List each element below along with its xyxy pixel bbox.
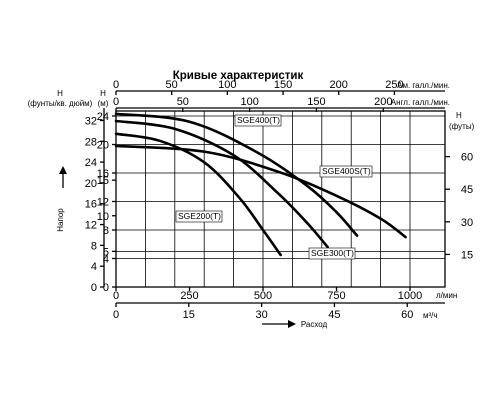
impgal-tick-label: 100 [240, 96, 258, 108]
m3h-tick-label: 0 [113, 309, 119, 321]
ft-tick-label: 60 [461, 152, 473, 164]
series-tag-box [319, 165, 373, 178]
m-tick-label: 24 [97, 111, 109, 123]
axes: 0481216202428320458101215162024153045600… [85, 79, 473, 321]
series-curve [114, 112, 359, 237]
m-tick-label: 12 [97, 197, 109, 209]
amgal-tick-label: 200 [330, 79, 348, 91]
amgal-tick-label: 100 [218, 79, 236, 91]
series-curve [114, 132, 282, 257]
series-curve [114, 144, 407, 239]
lpm-unit: л/мин [436, 291, 457, 300]
psi-tick-label: 32 [85, 115, 97, 127]
m3h-unit: м³/ч [423, 311, 438, 320]
m-unit-line1: Н [100, 89, 106, 98]
m-tick-label: 5 [103, 246, 109, 258]
m3h-tick-label: 15 [183, 309, 195, 321]
m3h-tick-label: 30 [255, 309, 267, 321]
impgal-tick-label: 200 [374, 96, 392, 108]
m-tick-label: 4 [103, 254, 109, 266]
head-arrow-head [59, 166, 67, 174]
impgal-tick-label: 0 [113, 96, 119, 108]
m-tick-label: 20 [97, 140, 109, 152]
m-tick-label: 16 [97, 168, 109, 180]
ft-tick-label: 30 [461, 217, 473, 229]
flow-arrow-head [288, 320, 296, 328]
series-tag: SGE200(T) [178, 211, 221, 221]
amgal-tick-label: 50 [166, 79, 178, 91]
lpm-tick-label: 0 [113, 290, 119, 302]
psi-tick-label: 28 [85, 136, 97, 148]
grid [115, 111, 445, 287]
psi-unit-line1: Н [57, 89, 63, 98]
series-tag-box [234, 114, 282, 127]
psi-tick-label: 16 [85, 199, 97, 211]
ft-tick-label: 45 [461, 184, 473, 196]
m-tick-label: 8 [103, 225, 109, 237]
m3h-tick-label: 60 [401, 309, 413, 321]
m-tick-label: 0 [103, 282, 109, 294]
psi-tick-label: 12 [85, 220, 97, 232]
series-tag: SGE400(T) [237, 115, 280, 125]
curves [114, 112, 407, 257]
ft-tick-label: 15 [461, 249, 473, 261]
plot-frame [115, 110, 446, 288]
m-unit-line2: (м) [98, 99, 109, 108]
series-tag-box [308, 247, 356, 260]
series-tag: SGE400S(T) [322, 166, 371, 176]
psi-tick-label: 24 [85, 157, 97, 169]
m-tick-label: 15 [97, 175, 109, 187]
ft-unit-line2: (футы) [449, 122, 475, 131]
m-tick-label: 10 [97, 211, 109, 223]
impgal-unit: Англ. галл./мин. [391, 98, 450, 107]
psi-tick-label: 0 [91, 282, 97, 294]
psi-tick-label: 8 [91, 240, 97, 252]
impgal-tick-label: 50 [177, 96, 189, 108]
flow-label: Расход [301, 320, 328, 329]
labels: Ам. галл./мин. Англ. галл./мин. л/мин м³/ч Н… [28, 81, 475, 329]
head-label: Напор [56, 208, 65, 232]
lpm-tick-label: 250 [180, 290, 198, 302]
series-tag: SGE300(T) [311, 248, 354, 258]
impgal-tick-label: 150 [307, 96, 325, 108]
series-tag-box [175, 210, 223, 223]
lpm-tick-label: 1000 [398, 290, 422, 302]
psi-unit-line2: (фунты/кв. дюйм) [28, 99, 93, 108]
lpm-tick-label: 500 [254, 290, 272, 302]
ft-unit-line1: Н [456, 111, 462, 120]
series-curve [114, 119, 329, 249]
amgal-tick-label: 250 [385, 79, 403, 91]
chart-title: Кривые характеристик [173, 70, 304, 82]
lpm-tick-label: 750 [327, 290, 345, 302]
m3h-tick-label: 45 [328, 309, 340, 321]
amgal-unit: Ам. галл./мин. [397, 81, 450, 90]
amgal-tick-label: 150 [274, 79, 292, 91]
psi-tick-label: 4 [91, 261, 97, 273]
psi-tick-label: 20 [85, 178, 97, 190]
amgal-tick-label: 0 [113, 79, 119, 91]
